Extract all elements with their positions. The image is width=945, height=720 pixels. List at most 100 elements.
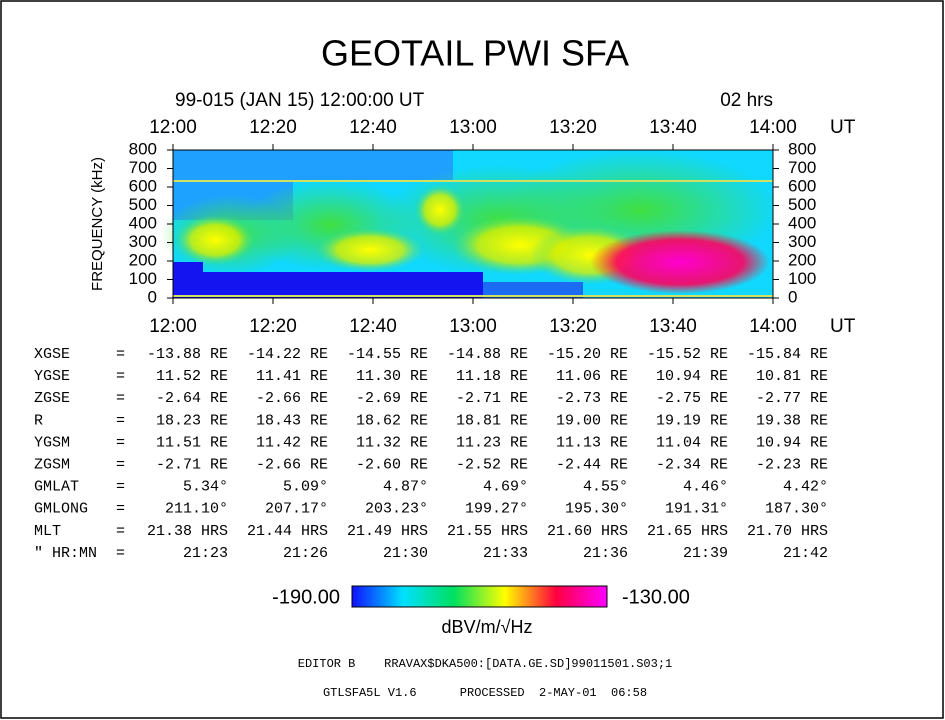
freq-tick-label: 200 xyxy=(788,250,816,269)
colorbar-max: -130.00 xyxy=(622,586,690,608)
time-tick-label: 12:20 xyxy=(249,316,297,337)
cell: 19.19 RE xyxy=(656,412,728,429)
cell: -2.73 RE xyxy=(556,390,628,407)
freq-tick-label: 200 xyxy=(129,250,157,269)
cell: -2.23 RE xyxy=(756,456,828,473)
time-tick-label: 12:00 xyxy=(149,117,197,138)
cell: 18.23 RE xyxy=(156,412,228,429)
cell: 18.81 RE xyxy=(456,412,528,429)
row-label: ZGSE xyxy=(34,390,70,407)
cell: -15.52 RE xyxy=(647,346,728,363)
cell: -2.69 RE xyxy=(356,390,428,407)
time-tick-label: 13:20 xyxy=(549,117,597,138)
cell: -2.34 RE xyxy=(656,456,728,473)
row-eq: = xyxy=(116,390,125,407)
time-unit: UT xyxy=(830,316,856,337)
time-tick-label: 12:00 xyxy=(149,316,197,337)
time-tick-label: 13:40 xyxy=(649,117,697,138)
cell: 207.17° xyxy=(265,501,328,518)
spectrogram xyxy=(160,150,780,298)
footer-line: GTLSFA5L V1.6 PROCESSED 2-MAY-01 06:58 xyxy=(323,686,647,700)
cell: 19.00 RE xyxy=(556,412,628,429)
title: GEOTAIL PWI SFA xyxy=(321,33,629,74)
cell: 21.38 HRS xyxy=(147,523,228,540)
cell: 11.32 RE xyxy=(356,434,428,451)
cell: 21.70 HRS xyxy=(747,523,828,540)
cell: 5.09° xyxy=(283,479,328,496)
cell: 4.55° xyxy=(583,479,628,496)
cell: 21.44 HRS xyxy=(247,523,328,540)
cell: 4.46° xyxy=(683,479,728,496)
cell: 21:39 xyxy=(683,545,728,562)
cell: 11.41 RE xyxy=(256,368,328,385)
row-label: GMLONG xyxy=(34,501,88,518)
cell: -2.75 RE xyxy=(656,390,728,407)
time-tick-label: 12:40 xyxy=(349,117,397,138)
row-eq: = xyxy=(116,501,125,518)
cell: 10.94 RE xyxy=(656,368,728,385)
time-unit: UT xyxy=(830,117,856,138)
cell: 11.18 RE xyxy=(456,368,528,385)
date: 99-015 (JAN 15) 12:00:00 UT xyxy=(175,90,425,111)
freq-tick-label: 500 xyxy=(129,195,157,214)
row-eq: = xyxy=(116,346,125,363)
cell: 11.51 RE xyxy=(156,434,228,451)
freq-tick-label: 100 xyxy=(788,269,816,288)
row-eq: = xyxy=(116,434,125,451)
cell: -14.88 RE xyxy=(447,346,528,363)
freq-tick-label: 800 xyxy=(788,139,816,158)
time-tick-label: 13:00 xyxy=(449,117,497,138)
row-eq: = xyxy=(116,368,125,385)
time-tick-label: 12:40 xyxy=(349,316,397,337)
cell: 5.34° xyxy=(183,479,228,496)
cell: -15.20 RE xyxy=(547,346,628,363)
cell: -2.66 RE xyxy=(256,390,328,407)
cell: 21:26 xyxy=(283,545,328,562)
cell: 10.94 RE xyxy=(756,434,828,451)
cell: 11.30 RE xyxy=(356,368,428,385)
cell: -2.71 RE xyxy=(456,390,528,407)
freq-tick-label: 600 xyxy=(129,176,157,195)
freq-tick-label: 300 xyxy=(788,232,816,251)
cell: -2.71 RE xyxy=(156,456,228,473)
cell: 4.87° xyxy=(383,479,428,496)
cell: 18.43 RE xyxy=(256,412,328,429)
cell: 11.04 RE xyxy=(656,434,728,451)
footer-line: EDITOR B RRAVAX$DKA500:[DATA.GE.SD]99011… xyxy=(298,657,672,671)
cell: 21.49 HRS xyxy=(347,523,428,540)
cell: 191.31° xyxy=(665,501,728,518)
colorbar-unit: dBV/m/√Hz xyxy=(442,617,533,637)
row-eq: = xyxy=(116,412,125,429)
freq-tick-label: 100 xyxy=(129,269,157,288)
cell: 18.62 RE xyxy=(356,412,428,429)
row-label: MLT xyxy=(34,523,61,540)
colorbar xyxy=(351,585,608,608)
cell: 11.52 RE xyxy=(156,368,228,385)
freq-tick-label: 700 xyxy=(129,158,157,177)
freq-tick-label: 300 xyxy=(129,232,157,251)
cell: 187.30° xyxy=(765,501,828,518)
colorbar-min: -190.00 xyxy=(272,586,340,608)
cell: 11.06 RE xyxy=(556,368,628,385)
cell: 21:23 xyxy=(183,545,228,562)
row-eq: = xyxy=(116,456,125,473)
cell: 199.27° xyxy=(465,501,528,518)
cell: 21:36 xyxy=(583,545,628,562)
cell: 4.69° xyxy=(483,479,528,496)
cell: -2.44 RE xyxy=(556,456,628,473)
row-eq: = xyxy=(116,545,125,562)
freq-tick-label: 600 xyxy=(788,176,816,195)
cell: 21:33 xyxy=(483,545,528,562)
cell: -2.60 RE xyxy=(356,456,428,473)
row-eq: = xyxy=(116,479,125,496)
cell: 203.23° xyxy=(365,501,428,518)
cell: 11.42 RE xyxy=(256,434,328,451)
cell: 21.65 HRS xyxy=(647,523,728,540)
time-tick-label: 13:20 xyxy=(549,316,597,337)
row-eq: = xyxy=(116,523,125,540)
freq-tick-label: 400 xyxy=(129,213,157,232)
cell: 11.13 RE xyxy=(556,434,628,451)
row-label: R xyxy=(34,412,43,429)
